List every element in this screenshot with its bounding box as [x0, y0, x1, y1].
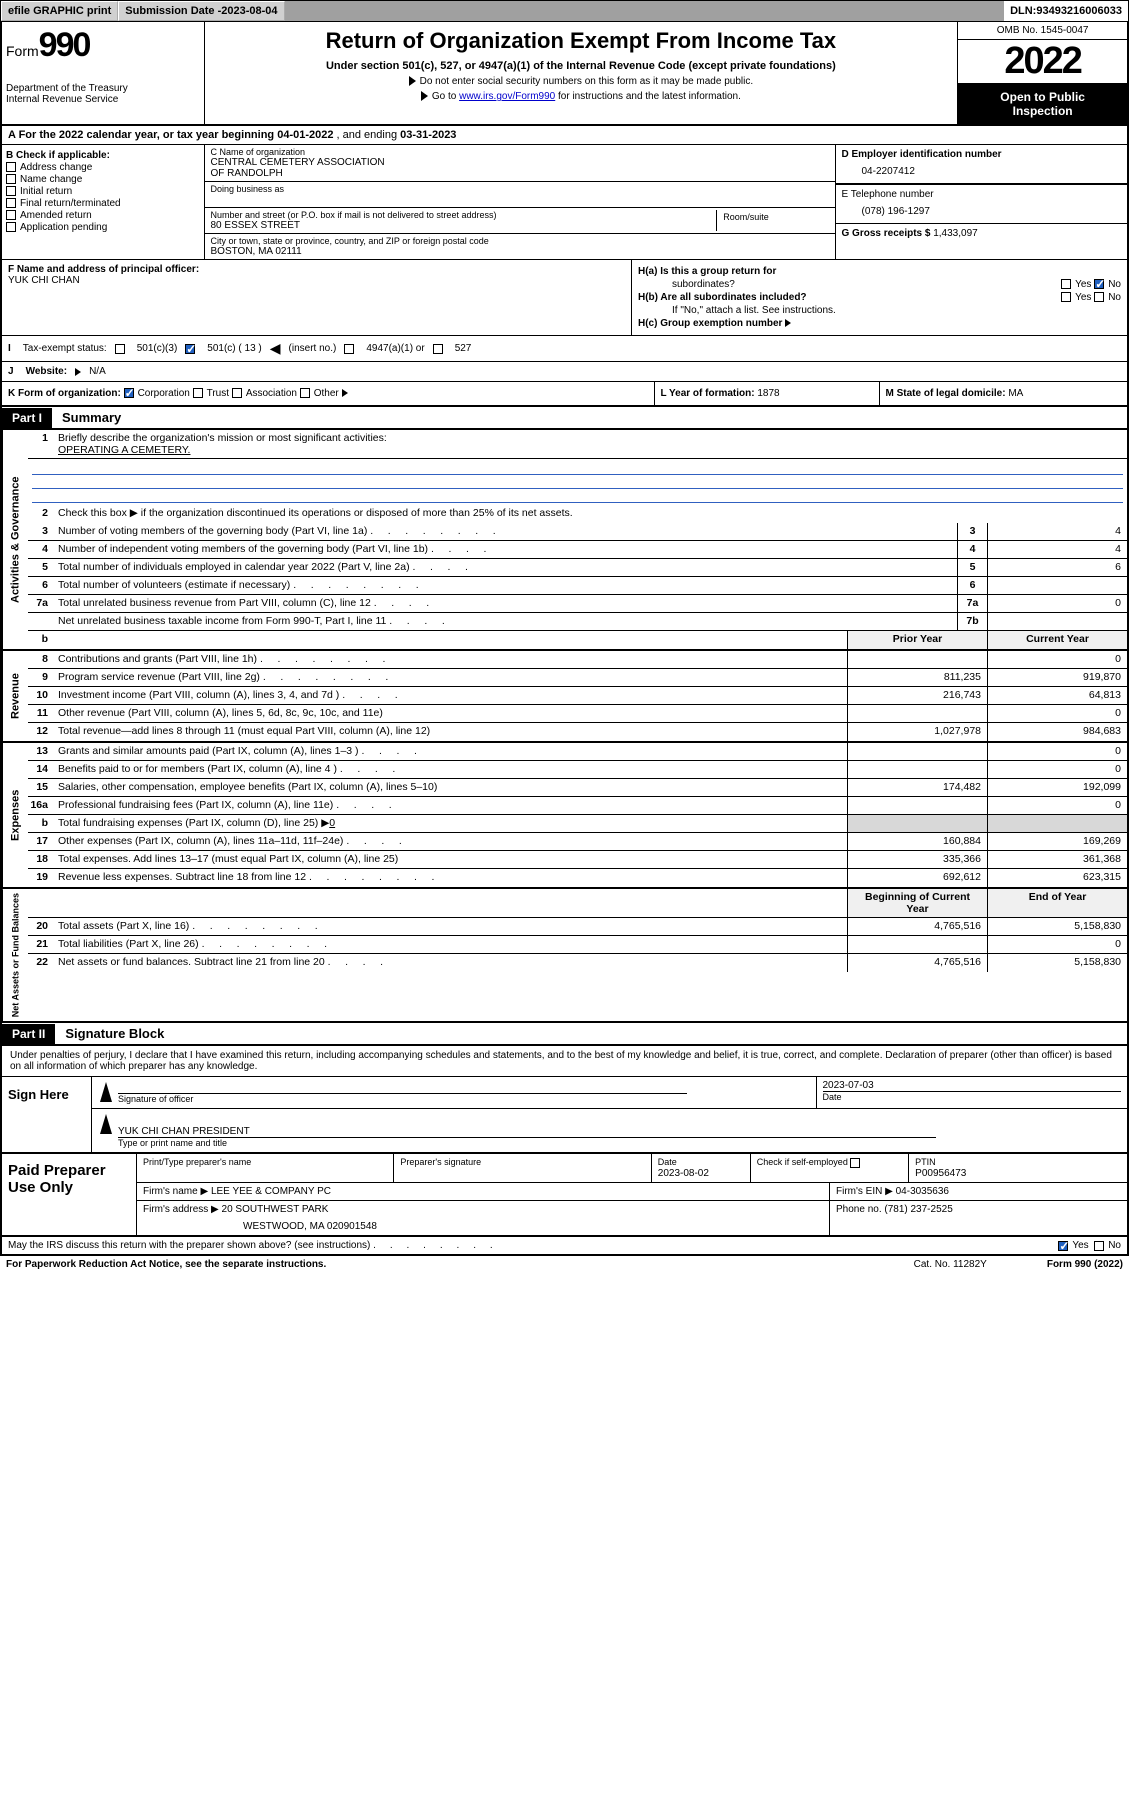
val-3: 4	[987, 523, 1127, 540]
checkbox-address[interactable]	[6, 162, 16, 172]
open-to-public: Open to PublicInspection	[958, 84, 1127, 124]
section-c: C Name of organization CENTRAL CEMETERY …	[205, 145, 835, 259]
ptin: P00956473	[915, 1168, 966, 1179]
signature-arrow-icon	[100, 1114, 112, 1134]
line-klm: K Form of organization: Corporation Trus…	[0, 382, 1129, 407]
instructions-link[interactable]: www.irs.gov/Form990	[459, 91, 555, 102]
phone-value: (078) 196-1297	[842, 200, 1122, 219]
irs-label: Internal Revenue Service	[6, 94, 200, 105]
year-formation: 1878	[757, 388, 779, 399]
city-state-zip: BOSTON, MA 02111	[211, 246, 829, 257]
form-number: Form990	[6, 26, 200, 65]
catalog-number: Cat. No. 11282Y	[914, 1259, 987, 1270]
checkbox-ha-no[interactable]	[1094, 279, 1104, 289]
dept-treasury: Department of the Treasury	[6, 83, 200, 94]
fgh-block: F Name and address of principal officer:…	[0, 259, 1129, 336]
street-address: 80 ESSEX STREET	[211, 220, 717, 231]
checkbox-application[interactable]	[6, 222, 16, 232]
checkbox-501c3[interactable]	[115, 344, 125, 354]
officer-signature: YUK CHI CHAN PRESIDENT	[118, 1126, 250, 1137]
val-6	[987, 577, 1127, 594]
officer-name: YUK CHI CHAN	[8, 275, 625, 286]
sign-here-label: Sign Here	[2, 1077, 92, 1152]
sig-date: 2023-07-03	[823, 1080, 874, 1091]
activities-governance: Activities & Governance 1Briefly describ…	[0, 430, 1129, 651]
top-bar: efile GRAPHIC print Submission Date - 20…	[0, 0, 1129, 22]
signature-block: Under penalties of perjury, I declare th…	[0, 1046, 1129, 1154]
checkbox-amended[interactable]	[6, 210, 16, 220]
val-7b	[987, 613, 1127, 630]
line-j: JWebsite: N/A	[0, 362, 1129, 382]
topbar-spacer	[285, 1, 1005, 21]
checkbox-hb-no[interactable]	[1094, 292, 1104, 302]
expenses-section: Expenses 13Grants and similar amounts pa…	[0, 743, 1129, 889]
checkbox-assoc[interactable]	[232, 388, 242, 398]
part2-header: Part II Signature Block	[0, 1023, 1129, 1046]
val-5: 6	[987, 559, 1127, 576]
checkbox-other[interactable]	[300, 388, 310, 398]
section-e: E Telephone number (078) 196-1297	[836, 184, 1128, 224]
firm-phone: (781) 237-2525	[884, 1204, 952, 1215]
firm-address: 20 SOUTHWEST PARK	[222, 1204, 329, 1215]
form-header: Form990 Department of the Treasury Inter…	[0, 22, 1129, 126]
checkbox-ha-yes[interactable]	[1061, 279, 1071, 289]
gross-receipts: 1,433,097	[933, 228, 978, 239]
form-title: Return of Organization Exempt From Incom…	[213, 28, 950, 54]
page-footer: For Paperwork Reduction Act Notice, see …	[0, 1256, 1129, 1273]
submission-date: Submission Date - 2023-08-04	[118, 1, 284, 21]
firm-name: LEE YEE & COMPANY PC	[211, 1186, 331, 1197]
line-i: ITax-exempt status: 501(c)(3) 501(c) ( 1…	[0, 336, 1129, 362]
paid-preparer-block: Paid Preparer Use Only Print/Type prepar…	[0, 1154, 1129, 1237]
section-d: D Employer identification number 04-2207…	[836, 145, 1128, 184]
checkbox-4947[interactable]	[344, 344, 354, 354]
section-g: G Gross receipts $ 1,433,097	[836, 224, 1128, 243]
state-domicile: MA	[1008, 388, 1023, 399]
subtitle-3: Go to www.irs.gov/Form990 for instructio…	[213, 91, 950, 102]
preparer-date: 2023-08-02	[658, 1168, 709, 1179]
checkbox-501c[interactable]	[185, 344, 195, 354]
signature-arrow-icon	[100, 1082, 112, 1102]
checkbox-527[interactable]	[433, 344, 443, 354]
checkbox-self-employed[interactable]	[850, 1158, 860, 1168]
efile-button[interactable]: efile GRAPHIC print	[1, 1, 118, 21]
checkbox-initial[interactable]	[6, 186, 16, 196]
net-assets-section: Net Assets or Fund Balances Beginning of…	[0, 889, 1129, 1023]
val-7a: 0	[987, 595, 1127, 612]
discuss-row: May the IRS discuss this return with the…	[0, 1237, 1129, 1256]
subtitle-1: Under section 501(c), 527, or 4947(a)(1)…	[213, 60, 950, 72]
checkbox-trust[interactable]	[193, 388, 203, 398]
dln: DLN: 93493216006033	[1004, 1, 1128, 21]
checkbox-hb-yes[interactable]	[1061, 292, 1071, 302]
org-name: CENTRAL CEMETERY ASSOCIATIONOF RANDOLPH	[211, 157, 829, 179]
subtitle-2: Do not enter social security numbers on …	[213, 76, 950, 87]
checkbox-corp[interactable]	[124, 388, 134, 398]
mission-text: OPERATING A CEMETERY.	[58, 444, 190, 456]
checkbox-discuss-yes[interactable]	[1058, 1241, 1068, 1251]
part1-header: Part I Summary	[0, 407, 1129, 430]
website-value: N/A	[89, 366, 106, 377]
checkbox-name[interactable]	[6, 174, 16, 184]
checkbox-discuss-no[interactable]	[1094, 1241, 1104, 1251]
val-4: 4	[987, 541, 1127, 558]
revenue-section: Revenue 8Contributions and grants (Part …	[0, 651, 1129, 743]
firm-ein: 04-3035636	[896, 1186, 949, 1197]
checkbox-final[interactable]	[6, 198, 16, 208]
ein-value: 04-2207412	[842, 160, 1122, 179]
entity-block: B Check if applicable: Address change Na…	[0, 145, 1129, 259]
tax-year: 2022	[958, 40, 1127, 84]
section-b: B Check if applicable: Address change Na…	[2, 145, 205, 259]
omb-number: OMB No. 1545-0047	[958, 22, 1127, 40]
perjury-declaration: Under penalties of perjury, I declare th…	[2, 1046, 1127, 1077]
line-a: A For the 2022 calendar year, or tax yea…	[0, 126, 1129, 145]
